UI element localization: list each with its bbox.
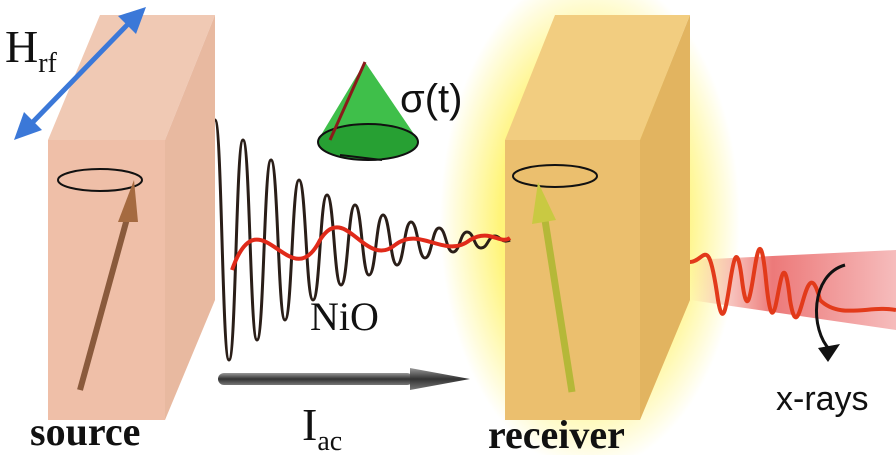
precession-label: σ(t) [400, 77, 462, 121]
field-sub: rf [38, 48, 57, 79]
current-arrow [218, 368, 470, 390]
source-label: source [30, 409, 140, 454]
field-label: Hrf [5, 21, 58, 79]
probe-label: x-rays [776, 380, 869, 418]
current-label: Iac [302, 399, 342, 455]
medium-label: NiO [310, 294, 379, 339]
xray-rotation-head [818, 344, 840, 362]
receiver-block [505, 15, 690, 420]
receiver-label: receiver [488, 412, 625, 455]
current-main: I [302, 399, 317, 450]
diagram: Hrf σ(t) NiO source Iac receiver x-rays [0, 0, 896, 455]
current-sub: ac [317, 426, 342, 455]
field-main: H [5, 21, 38, 72]
